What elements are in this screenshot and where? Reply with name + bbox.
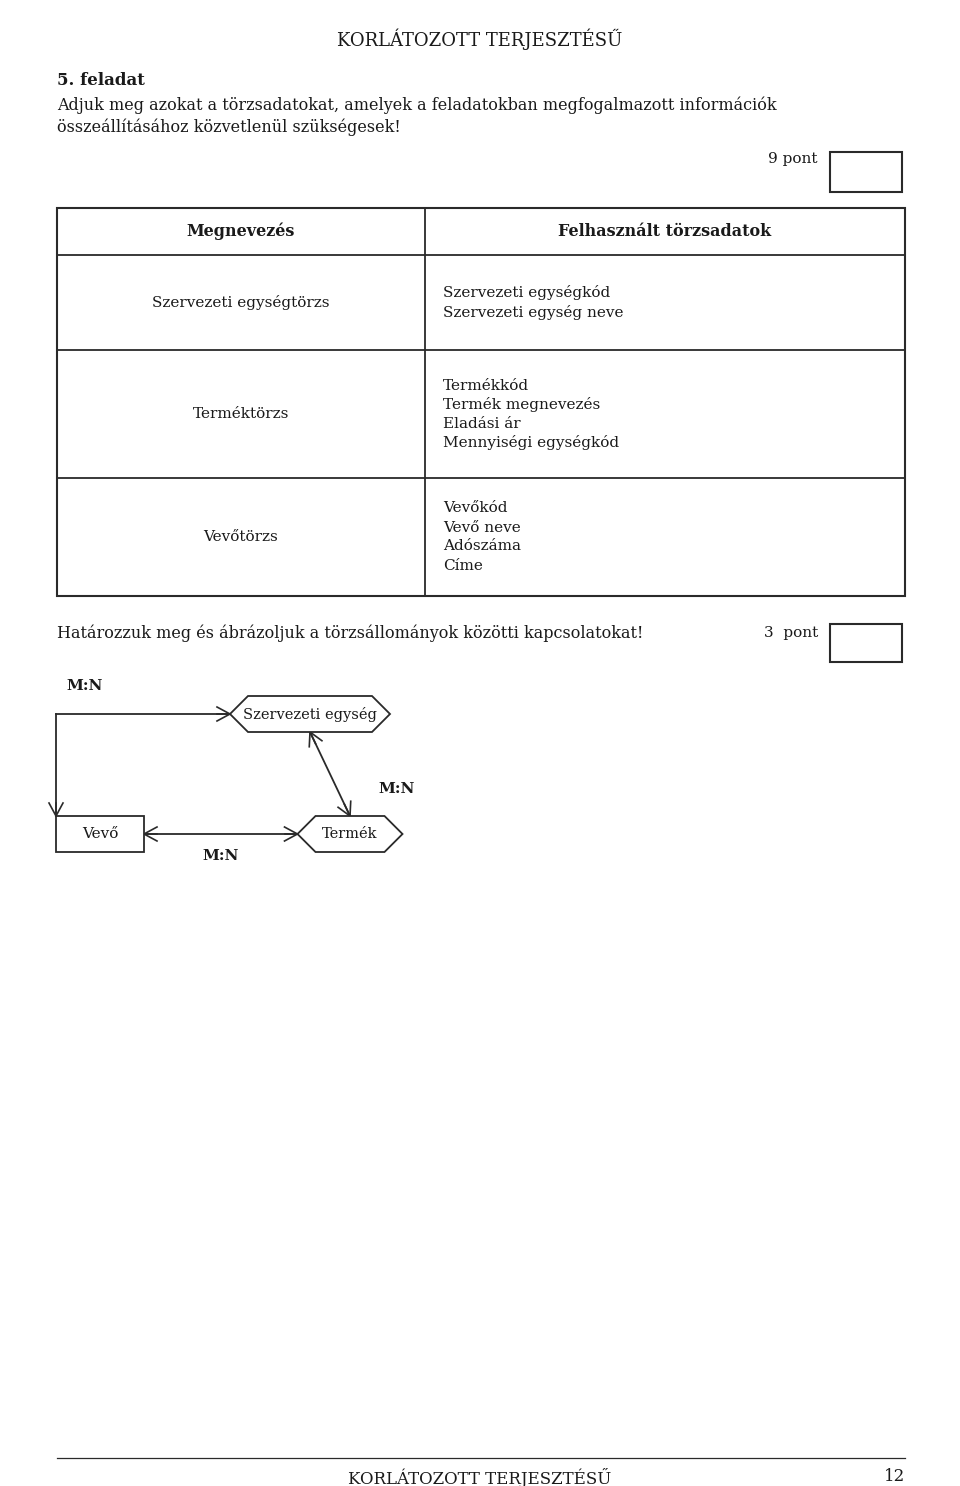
Text: 9 pont: 9 pont	[769, 152, 818, 166]
Bar	[57, 208, 905, 596]
Text: Terméktörzs: Terméktörzs	[193, 407, 289, 421]
Text: Vevő: Vevő	[82, 828, 118, 841]
Text: KORLÁTOZOTT TERJESZTÉSŰ: KORLÁTOZOTT TERJESZTÉSŰ	[337, 28, 623, 49]
Text: Vevő neve: Vevő neve	[443, 520, 520, 535]
Text: Vevőtörzs: Vevőtörzs	[204, 531, 278, 544]
Text: Szervezeti egységkód: Szervezeti egységkód	[443, 285, 611, 300]
Text: 5. feladat: 5. feladat	[57, 71, 145, 89]
Text: Termék: Termék	[323, 828, 377, 841]
Text: KORLÁTOZOTT TERJESZTÉSŰ: KORLÁTOZOTT TERJESZTÉSŰ	[348, 1468, 612, 1486]
Bar	[830, 624, 902, 661]
Text: Határozzuk meg és ábrázoljuk a törzsállományok közötti kapcsolatokat!: Határozzuk meg és ábrázoljuk a törzsállo…	[57, 624, 643, 642]
Polygon shape	[230, 695, 390, 733]
Text: Eladási ár: Eladási ár	[443, 416, 520, 431]
Text: 3  pont: 3 pont	[764, 626, 818, 640]
Text: 12: 12	[884, 1468, 905, 1485]
Text: Mennyiségi egységkód: Mennyiségi egységkód	[443, 435, 619, 450]
Text: M:N: M:N	[378, 782, 415, 796]
Polygon shape	[298, 816, 402, 851]
Bar	[830, 152, 902, 192]
Text: Vevőkód: Vevőkód	[443, 501, 508, 516]
Text: M:N: M:N	[203, 849, 239, 863]
Text: Szervezeti egységtörzs: Szervezeti egységtörzs	[153, 296, 329, 311]
Text: Címe: Címe	[443, 559, 483, 572]
Text: Adószáma: Adószáma	[443, 539, 521, 553]
Text: Termék megnevezés: Termék megnevezés	[443, 397, 600, 412]
Bar	[56, 816, 144, 851]
Text: Felhasznált törzsadatok: Felhasznált törzsadatok	[559, 223, 772, 241]
Text: Szervezeti egység neve: Szervezeti egység neve	[443, 305, 623, 319]
Text: Szervezeti egység: Szervezeti egység	[243, 706, 377, 722]
Text: M:N: M:N	[66, 679, 103, 692]
Text: összeállításához közvetlenül szükségesek!: összeállításához közvetlenül szükségesek…	[57, 117, 400, 135]
Text: Megnevezés: Megnevezés	[187, 223, 295, 241]
Text: Adjuk meg azokat a törzsadatokat, amelyek a feladatokban megfogalmazott informác: Adjuk meg azokat a törzsadatokat, amelye…	[57, 97, 777, 113]
Text: Termékkód: Termékkód	[443, 379, 529, 392]
